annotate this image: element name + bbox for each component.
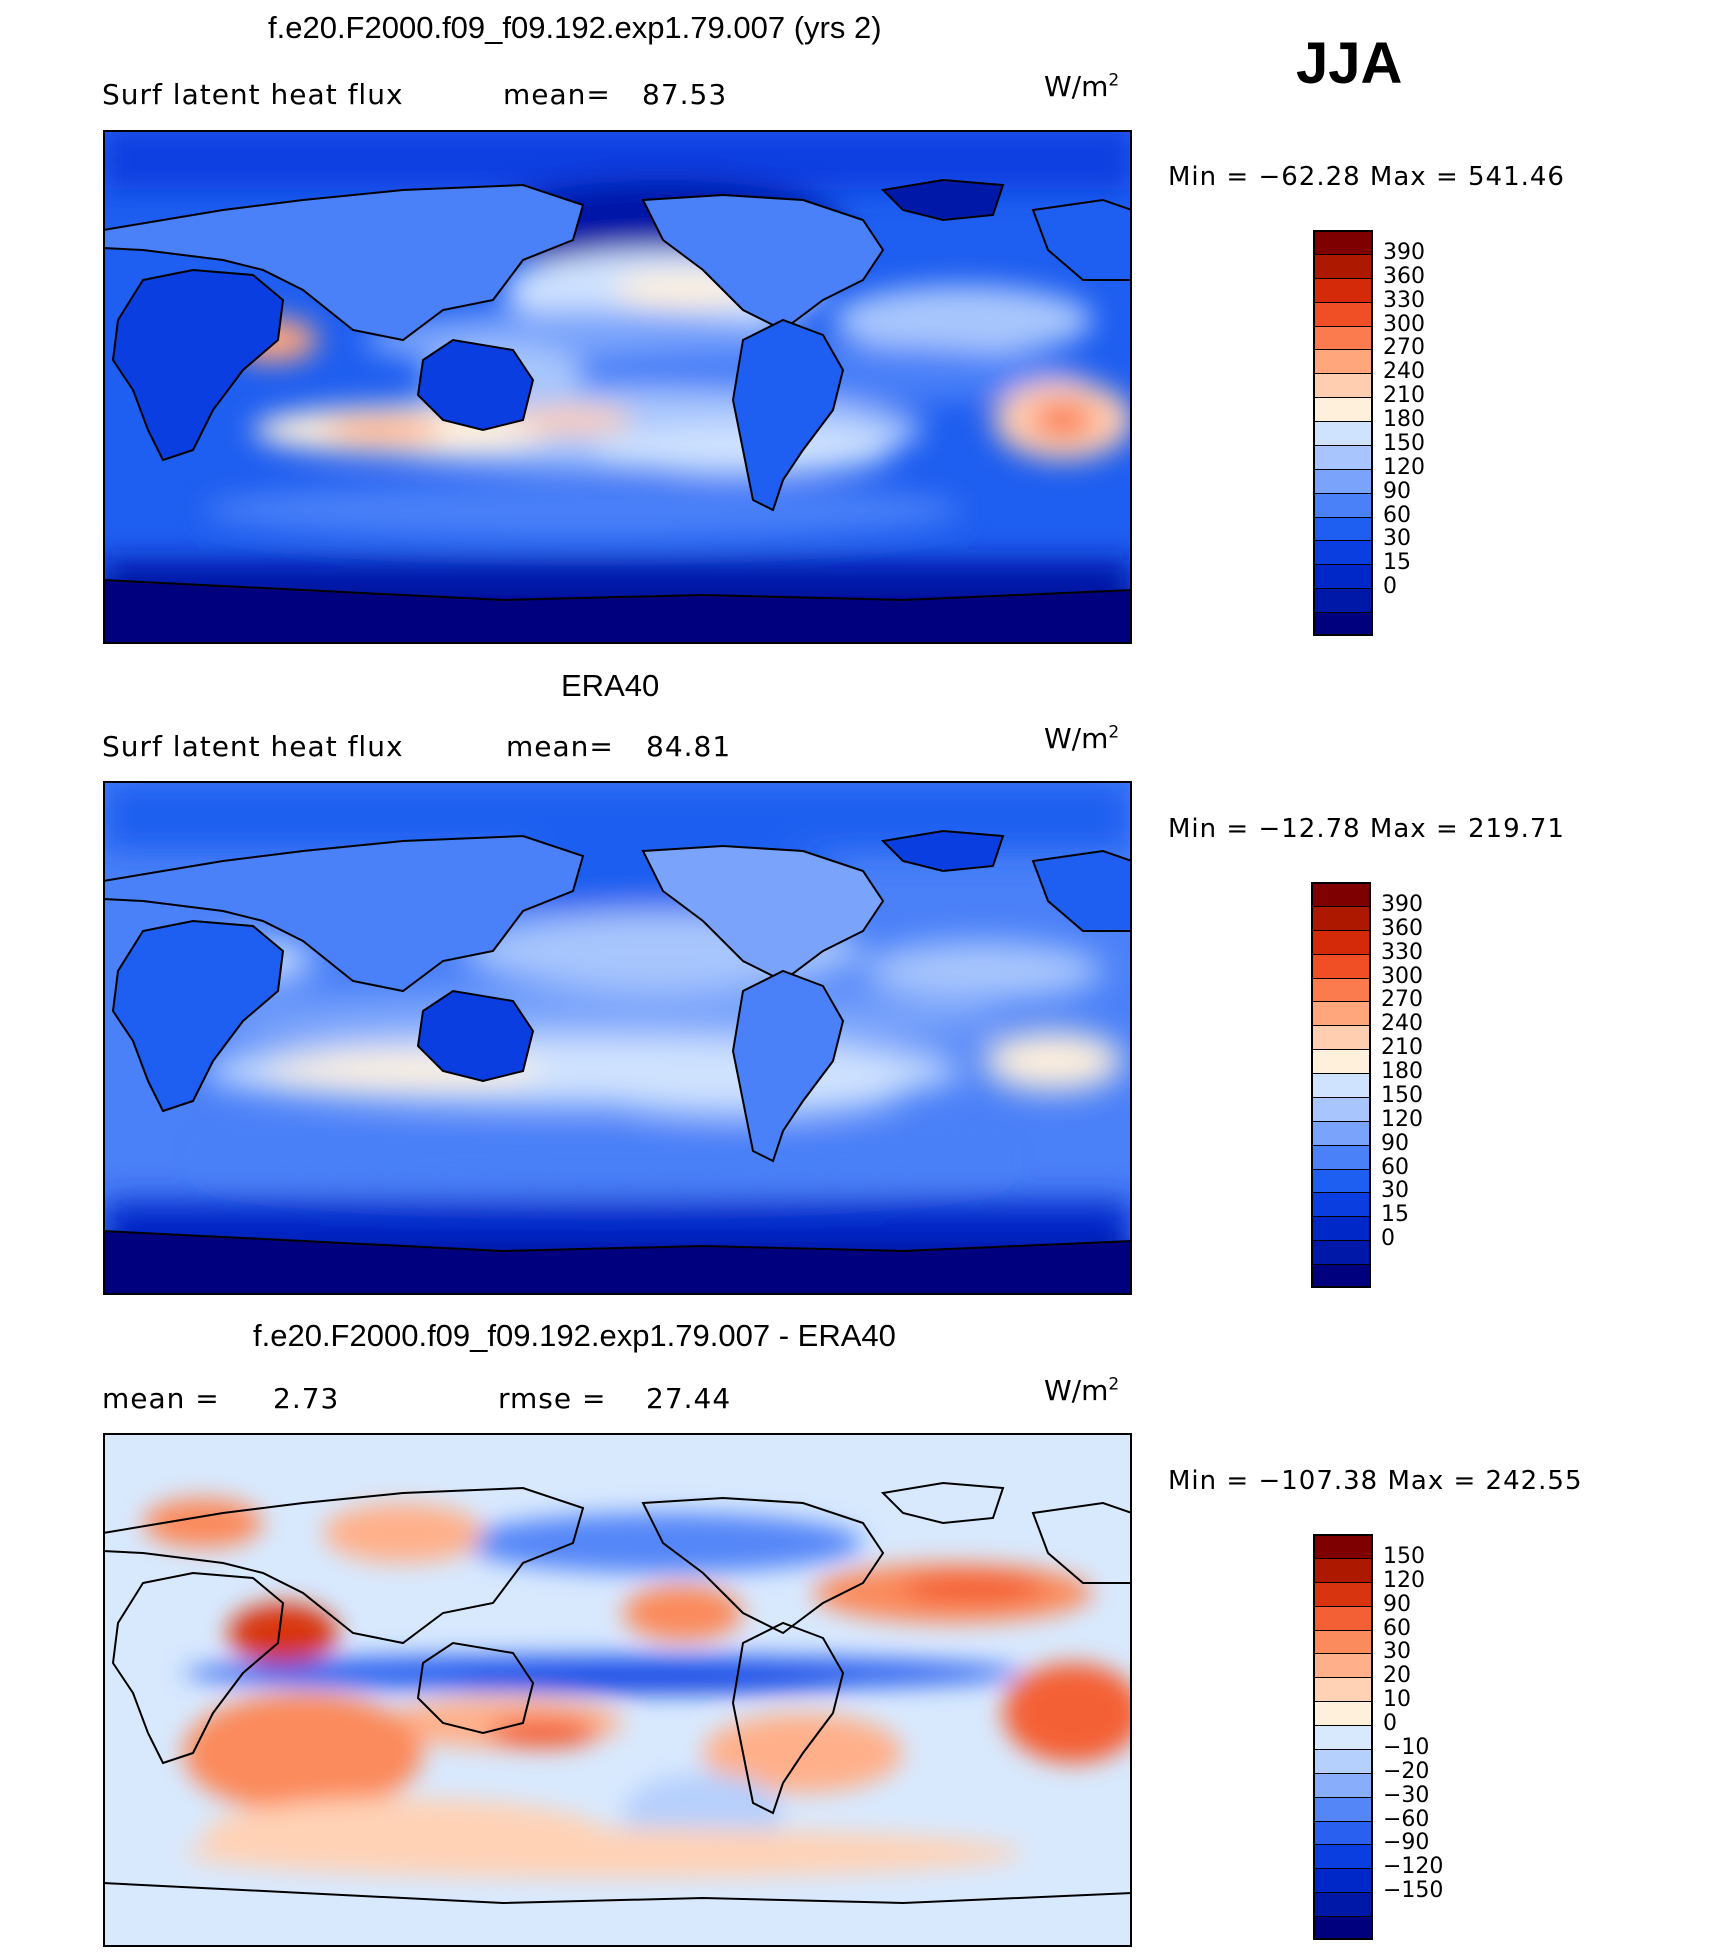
colorbar-tick-label: 60 [1383,1615,1411,1641]
colorbar-tick-label: 270 [1383,335,1425,361]
colorbar-tick-label: 390 [1381,891,1423,917]
colorbar-tick-label: 150 [1383,1543,1425,1569]
colorbar-tick-label: 30 [1383,1639,1411,1665]
panel-2-colorbar: 390 360 330 300 270 240 210 180 150 120 90 60 30 15 0 [1311,882,1441,1289]
colorbar-swatch [1311,1168,1371,1193]
colorbar-tick-label: 60 [1383,502,1411,528]
colorbar-tick-label: 90 [1381,1130,1409,1156]
colorbar-tick-label: 10 [1383,1687,1411,1713]
panel-3-map-border [103,1433,1132,1947]
panel-2-min-max: Min = −12.78 Max = 219.71 [1168,814,1565,844]
panel-3-continents [103,1481,1132,1905]
colorbar-tick-label: 60 [1381,1154,1409,1180]
colorbar-swatch [1311,1073,1371,1098]
panel-2-mean-value: 84.81 [646,730,732,763]
panel-2-title: ERA40 [561,668,660,703]
panel-3-min-max: Min = −107.38 Max = 242.55 [1168,1466,1583,1496]
panel-2-units: W/m2 [1044,722,1120,755]
colorbar-swatch [1313,1916,1373,1941]
colorbar-tick-label: −60 [1383,1806,1430,1832]
colorbar-tick-label: 390 [1383,239,1425,265]
colorbar-tick-label: −120 [1383,1854,1444,1880]
colorbar-tick-label: 360 [1381,915,1423,941]
colorbar-swatch [1313,1701,1373,1726]
colorbar-swatch [1313,253,1373,279]
colorbar-tick-label: 330 [1383,287,1425,313]
panel-1-colorbar: 390 360 330 300 270 240 210 180 150 120 90 60 30 15 0 [1313,230,1443,637]
colorbar-swatch [1313,1796,1373,1822]
panel-2-continents [103,829,1132,1295]
colorbar-frame [1311,882,1371,1288]
colorbar-tick-label: 90 [1383,478,1411,504]
colorbar-swatch [1313,516,1373,541]
panel-3-units: W/m2 [1044,1374,1120,1407]
panel-2-map-border [103,781,1132,1295]
panel-1-map-border [103,130,1132,644]
colorbar-tick-label: −150 [1383,1878,1444,1904]
colorbar-tick-label: 15 [1383,550,1411,576]
colorbar-tick-label: −10 [1383,1734,1430,1760]
colorbar-tick-label: 180 [1381,1059,1423,1085]
colorbar-swatch [1313,349,1373,374]
colorbar-tick-label: 0 [1381,1226,1395,1252]
colorbar-tick-label: 300 [1383,311,1425,337]
colorbar-tick-label: 30 [1381,1178,1409,1204]
colorbar-swatch [1313,1748,1373,1774]
panel-1-units: W/m2 [1044,70,1120,103]
panel-1-continents [103,178,1132,644]
panel-3-mean-label: mean = [102,1382,220,1415]
colorbar-swatch [1313,1534,1373,1559]
colorbar-swatch [1313,301,1373,327]
colorbar-tick-label: −30 [1383,1782,1430,1808]
colorbar-swatch [1311,1096,1371,1122]
panel-2-map [103,781,1132,1295]
colorbar-swatch [1313,397,1373,422]
colorbar-tick-label: −20 [1383,1758,1430,1784]
colorbar-tick-label: 0 [1383,574,1397,600]
colorbar-tick-label: −90 [1383,1830,1430,1856]
colorbar-swatch [1313,325,1373,350]
panel-3-rmse-value: 27.44 [646,1382,732,1415]
panel-3-colorbar: 150 120 90 60 30 20 10 0 −10 −20 −30 −60 −90 −120 −150 [1313,1534,1444,1941]
panel-1-mean-value: 87.53 [642,78,728,111]
colorbar-tick-label: 360 [1383,263,1425,289]
colorbar-tick-label: 15 [1381,1202,1409,1228]
panel-1-mean-label: mean= [503,78,611,111]
colorbar-tick-label: 180 [1383,407,1425,433]
colorbar-tick-label: 20 [1383,1663,1411,1689]
colorbar-tick-label: 120 [1383,1567,1425,1593]
colorbar-tick-label: 0 [1383,1711,1397,1737]
colorbar-tick-label: 240 [1383,359,1425,385]
colorbar-tick-label: 330 [1381,939,1423,965]
colorbar-swatch [1313,277,1373,303]
colorbar-tick-label: 270 [1381,987,1423,1013]
panel-2-mean-label: mean= [506,730,614,763]
colorbar-tick-label: 300 [1381,963,1423,989]
colorbar-swatch [1311,929,1371,955]
panel-3-mean-value: 2.73 [273,1382,340,1415]
colorbar-tick-label: 150 [1381,1082,1423,1108]
colorbar-tick-label: 90 [1383,1591,1411,1617]
colorbar-tick-label: 120 [1381,1106,1423,1132]
panel-3-title: f.e20.F2000.f09_f09.192.exp1.79.007 - ER… [253,1318,896,1353]
panel-1-variable-label: Surf latent heat flux [102,78,404,111]
colorbar-tick-label: 120 [1383,454,1425,480]
panel-2-variable-label: Surf latent heat flux [102,730,404,763]
panel-3-map [103,1433,1132,1947]
panel-1-map [103,130,1132,644]
panel-1-min-max: Min = −62.28 Max = 541.46 [1168,162,1565,192]
colorbar-tick-label: 150 [1383,430,1425,456]
colorbar-tick-label: 240 [1381,1011,1423,1037]
season-label: JJA [1296,31,1403,96]
colorbar-tick-label: 210 [1381,1035,1423,1061]
colorbar-frame [1313,1534,1373,1940]
colorbar-tick-label: 210 [1383,383,1425,409]
colorbar-frame [1313,230,1373,636]
colorbar-tick-label: 30 [1383,526,1411,552]
panel-1-title: f.e20.F2000.f09_f09.192.exp1.79.007 (yrs… [268,10,882,45]
panel-3-rmse-label: rmse = [498,1382,607,1415]
